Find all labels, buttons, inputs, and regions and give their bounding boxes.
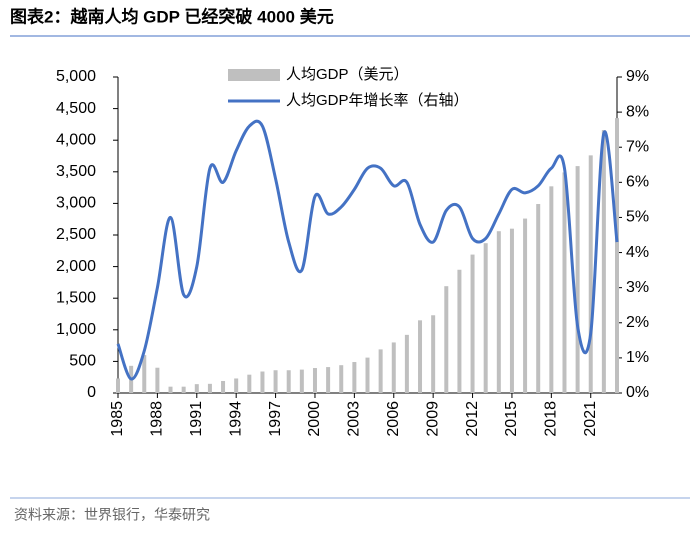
bar bbox=[470, 254, 475, 393]
y2-tick-label: 0% bbox=[626, 384, 649, 401]
y2-tick-label: 4% bbox=[626, 244, 649, 261]
bar bbox=[509, 228, 514, 393]
x-tick-label: 1991 bbox=[188, 401, 205, 437]
x-tick-label: 1997 bbox=[267, 401, 284, 437]
bar bbox=[339, 365, 344, 393]
y2-tick-label: 5% bbox=[626, 209, 649, 226]
bar bbox=[352, 362, 357, 393]
legend-swatch bbox=[228, 69, 280, 81]
bar bbox=[260, 371, 265, 393]
x-tick-label: 2000 bbox=[306, 401, 323, 437]
y-tick-label: 3,500 bbox=[56, 163, 96, 180]
bar bbox=[273, 370, 278, 393]
bar bbox=[299, 369, 304, 393]
bar bbox=[116, 378, 120, 393]
x-tick-label: 2015 bbox=[503, 401, 520, 437]
y-tick-label: 500 bbox=[69, 353, 96, 370]
bar bbox=[142, 355, 147, 393]
source: 资料来源：世界银行，华泰研究 bbox=[14, 507, 210, 523]
bar bbox=[418, 320, 423, 393]
legend-label: 人均GDP（美元） bbox=[286, 66, 409, 83]
bar bbox=[234, 378, 239, 393]
y2-tick-label: 6% bbox=[626, 174, 649, 191]
x-tick-label: 1994 bbox=[227, 401, 244, 437]
bar bbox=[221, 380, 226, 393]
line bbox=[116, 119, 619, 381]
y-tick-label: 2,000 bbox=[56, 258, 96, 275]
x-tick-label: 2021 bbox=[582, 401, 599, 437]
y-tick-label: 0 bbox=[87, 384, 96, 401]
y-tick-label: 3,000 bbox=[56, 195, 96, 212]
bar bbox=[181, 386, 186, 393]
bar bbox=[207, 383, 212, 393]
bar bbox=[444, 286, 449, 393]
y-tick-label: 4,000 bbox=[56, 131, 96, 148]
bar bbox=[286, 370, 291, 393]
y-tick-label: 1,500 bbox=[56, 289, 96, 306]
x-tick-label: 2009 bbox=[424, 401, 441, 437]
bar bbox=[194, 384, 199, 393]
y2-tick-label: 2% bbox=[626, 314, 649, 331]
bar bbox=[155, 367, 160, 393]
x-tick-label: 2003 bbox=[346, 401, 363, 437]
bar bbox=[404, 334, 409, 393]
chart-title: 图表2：越南人均 GDP 已经突破 4000 美元 bbox=[10, 6, 334, 26]
bar bbox=[312, 368, 317, 393]
bar bbox=[523, 218, 528, 393]
legend-label: 人均GDP年增长率（右轴） bbox=[286, 92, 469, 109]
bar bbox=[391, 342, 396, 393]
bar bbox=[365, 357, 370, 393]
y-tick-label: 4,500 bbox=[56, 100, 96, 117]
y2-tick-label: 8% bbox=[626, 103, 649, 120]
x-tick-label: 2006 bbox=[385, 401, 402, 437]
bar bbox=[575, 166, 580, 393]
bar bbox=[588, 155, 593, 393]
bar bbox=[483, 243, 488, 393]
bar bbox=[457, 269, 462, 393]
x-tick-label: 1985 bbox=[109, 401, 126, 437]
bar bbox=[168, 386, 173, 393]
bar bbox=[601, 130, 606, 393]
bar bbox=[247, 374, 252, 393]
x-tick-label: 2018 bbox=[543, 401, 560, 437]
y-tick-label: 5,000 bbox=[56, 68, 96, 85]
bar bbox=[496, 231, 501, 393]
y2-tick-label: 7% bbox=[626, 138, 649, 155]
y2-tick-label: 3% bbox=[626, 279, 649, 296]
bar bbox=[431, 315, 436, 393]
y-tick-label: 2,500 bbox=[56, 226, 96, 243]
y2-tick-label: 1% bbox=[626, 349, 649, 366]
bar bbox=[562, 172, 567, 393]
x-tick-label: 1988 bbox=[149, 401, 166, 437]
y-tick-label: 1,000 bbox=[56, 321, 96, 338]
x-tick-label: 2012 bbox=[464, 401, 481, 437]
bar bbox=[536, 204, 541, 393]
bar bbox=[615, 118, 619, 393]
bar bbox=[549, 186, 554, 393]
bar bbox=[378, 349, 383, 393]
y2-tick-label: 9% bbox=[626, 68, 649, 85]
bar bbox=[326, 367, 331, 393]
